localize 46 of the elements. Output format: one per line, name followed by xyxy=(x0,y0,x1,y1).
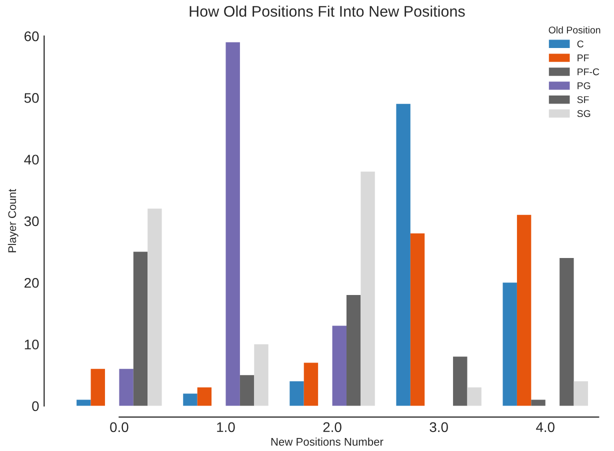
chart-title: How Old Positions Fit Into New Positions xyxy=(190,6,465,17)
bar xyxy=(560,258,574,406)
x-axis-title: New Positions Number xyxy=(271,438,384,446)
bar xyxy=(467,387,482,406)
legend-title: Old Position xyxy=(548,26,600,34)
x-tick-label: 3.0 xyxy=(430,422,448,432)
bar xyxy=(254,344,268,406)
x-tick-label: 1.0 xyxy=(217,422,235,432)
legend-label: PG xyxy=(578,82,590,90)
bar xyxy=(531,400,546,406)
y-tick-label: 30 xyxy=(24,216,39,226)
bar xyxy=(396,104,410,406)
bar xyxy=(453,356,468,406)
y-tick-label: 0 xyxy=(32,401,39,412)
bar xyxy=(240,375,254,406)
y-tick-label: 60 xyxy=(24,31,39,42)
y-tick-label: 50 xyxy=(24,93,39,103)
legend-label: SF xyxy=(577,96,589,104)
bar xyxy=(290,381,304,406)
bar xyxy=(410,233,425,406)
bar xyxy=(574,381,588,406)
bar xyxy=(90,368,105,406)
bar xyxy=(76,400,91,406)
bar xyxy=(197,387,212,406)
legend-label: SG xyxy=(577,110,590,118)
bar xyxy=(346,294,361,406)
bar xyxy=(226,42,240,406)
y-tick-label: 40 xyxy=(24,154,39,165)
legend-label: C xyxy=(577,40,584,48)
legend-label: PF-C xyxy=(578,68,600,76)
x-tick-label: 4.0 xyxy=(536,422,554,432)
bar xyxy=(133,252,148,406)
bar xyxy=(183,394,198,406)
bar xyxy=(119,368,134,406)
bar xyxy=(502,282,517,406)
bar xyxy=(332,326,346,406)
bar xyxy=(360,172,375,406)
x-tick-label: 2.0 xyxy=(323,422,342,432)
y-tick-label: 10 xyxy=(24,340,39,350)
y-tick-label: 20 xyxy=(24,278,39,288)
y-axis-title: Player Count xyxy=(8,188,18,252)
bar xyxy=(304,362,318,406)
x-tick-label: 0.0 xyxy=(110,422,128,432)
bar xyxy=(516,214,532,406)
bar xyxy=(148,208,162,406)
legend-label: PF xyxy=(578,54,589,62)
